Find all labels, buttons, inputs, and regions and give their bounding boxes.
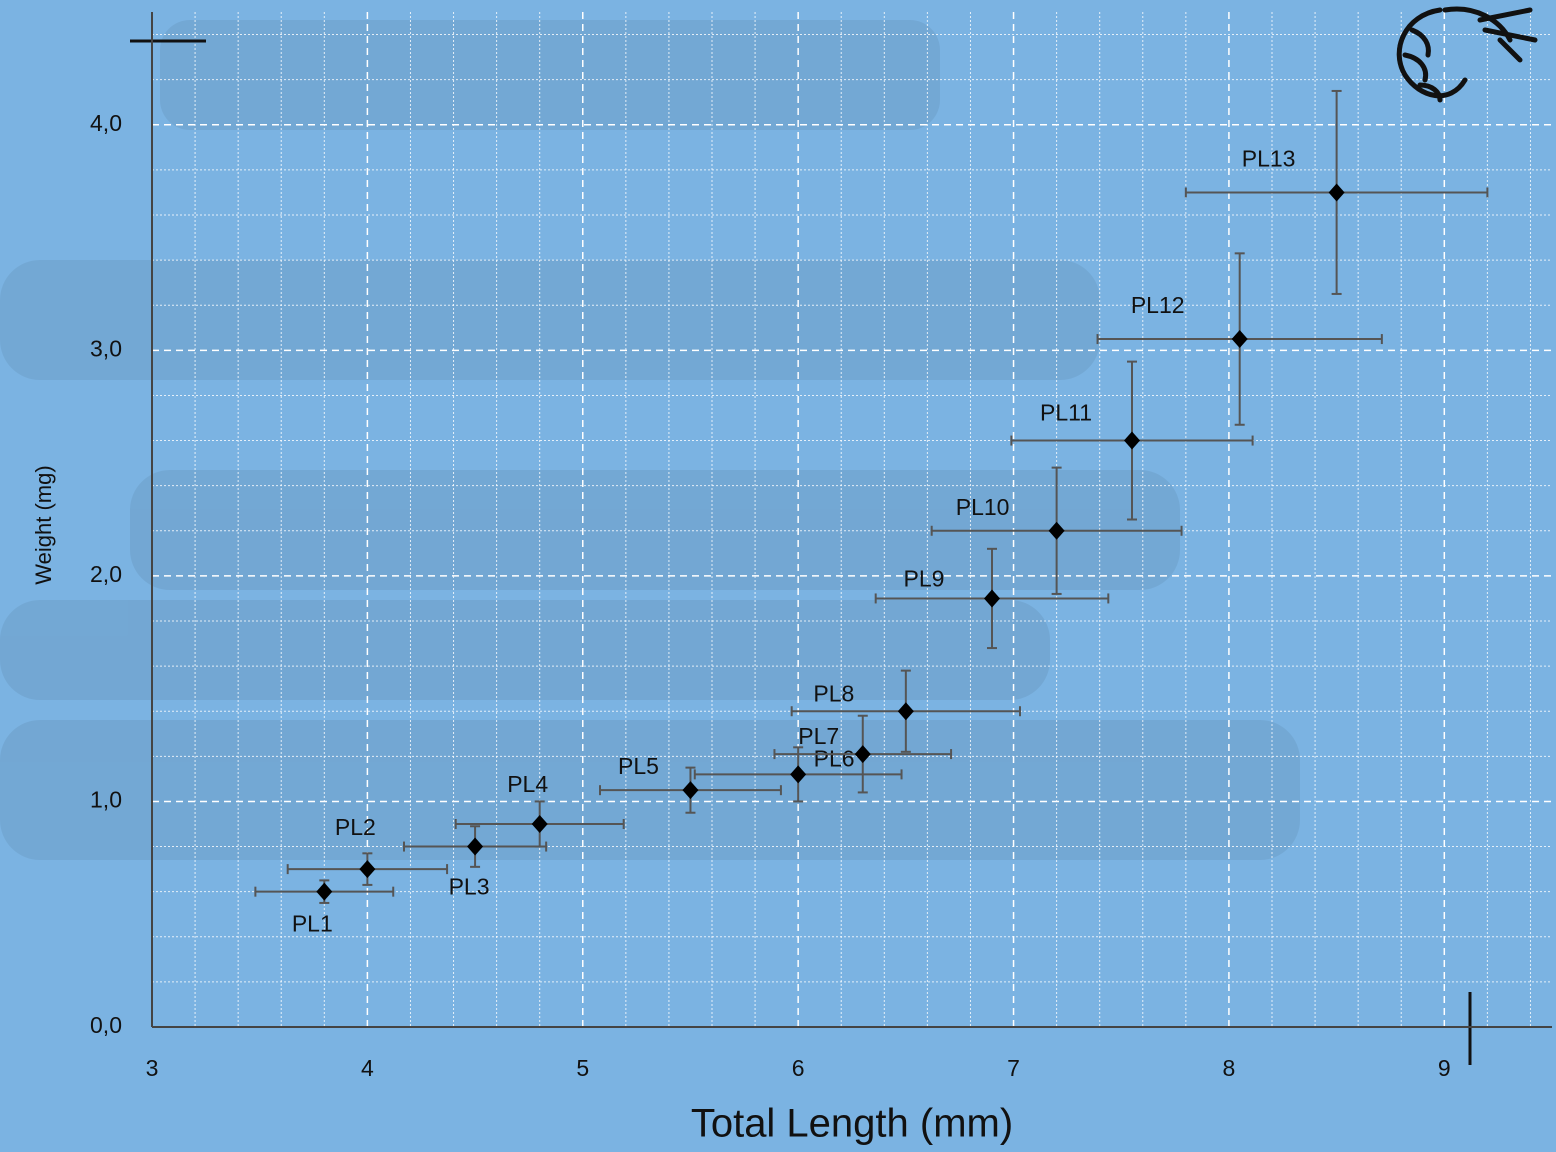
data-point xyxy=(1124,432,1140,450)
x-tick-label: 6 xyxy=(792,1055,805,1081)
point-label: PL8 xyxy=(813,680,854,706)
data-point xyxy=(359,860,375,878)
x-tick-label: 7 xyxy=(1007,1055,1020,1081)
x-tick-label: 4 xyxy=(361,1055,374,1081)
point-label: PL4 xyxy=(507,771,548,797)
page: {"chart_data": {"type": "scatter", "x_la… xyxy=(0,0,1556,1152)
point-label: PL7 xyxy=(798,723,839,749)
x-axis-label: Total Length (mm) xyxy=(691,1102,1013,1146)
x-tick-label: 9 xyxy=(1438,1055,1451,1081)
point-label: PL9 xyxy=(904,566,945,592)
point-label: PL10 xyxy=(956,494,1010,520)
data-point xyxy=(1232,330,1248,348)
y-tick-label: 1,0 xyxy=(90,787,122,813)
point-label: PL6 xyxy=(814,745,855,771)
y-tick-label: 4,0 xyxy=(90,110,122,136)
point-label: PL1 xyxy=(292,911,333,937)
x-tick-label: 3 xyxy=(146,1055,159,1081)
chart: Total Length (mm) Weight (mg) 3 4 5 6 7 8 9 0,0… xyxy=(0,0,1556,1152)
point-label: PL12 xyxy=(1131,292,1185,318)
y-axis-label: Weight (mg) xyxy=(31,465,56,584)
y-tick-label: 0,0 xyxy=(90,1012,122,1038)
data-point xyxy=(316,883,332,901)
point-label: PL5 xyxy=(618,753,659,779)
x-tick-label: 5 xyxy=(576,1055,589,1081)
point-label: PL2 xyxy=(335,814,376,840)
point-label: PL13 xyxy=(1242,146,1296,172)
x-tick-label: 8 xyxy=(1223,1055,1236,1081)
point-label: PL11 xyxy=(1040,400,1092,426)
data-point xyxy=(898,702,914,720)
shrimp-icon xyxy=(1399,9,1535,100)
y-tick-label: 2,0 xyxy=(90,561,122,587)
point-label: PL3 xyxy=(449,874,490,900)
y-tick-label: 3,0 xyxy=(90,335,122,361)
data-point xyxy=(1329,183,1345,201)
